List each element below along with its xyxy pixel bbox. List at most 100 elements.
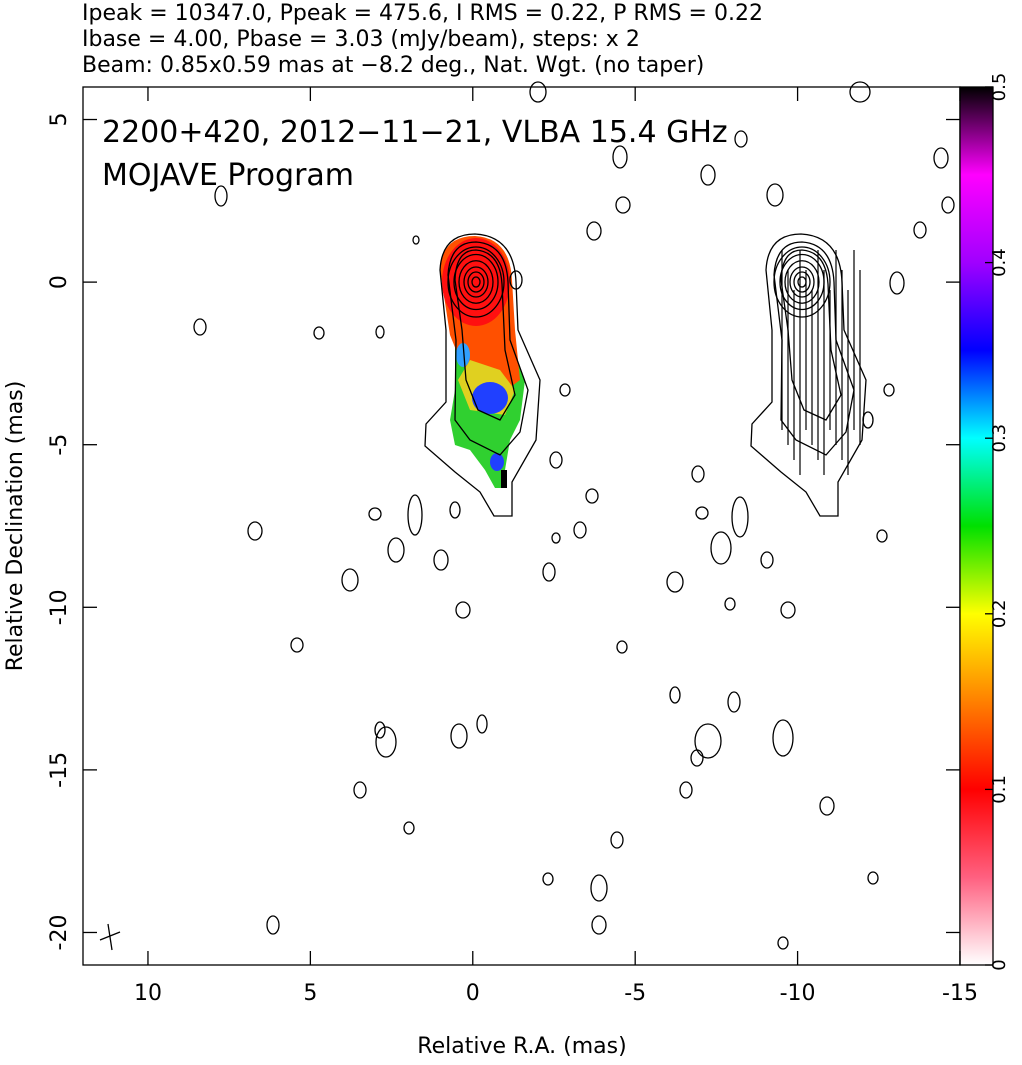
x-tick-label: 10 xyxy=(134,981,162,1006)
x-axis-label: Relative R.A. (mas) xyxy=(417,1034,626,1059)
contour xyxy=(403,821,415,835)
annotation: 2200+420, 2012−11−21, VLBA 15.4 GHz xyxy=(102,115,728,150)
contour xyxy=(691,465,705,483)
y-tick-label: 0 xyxy=(47,275,72,289)
colorbar-tick-label: 0 xyxy=(989,959,1010,970)
contour xyxy=(467,271,485,293)
contour xyxy=(724,597,736,611)
contour xyxy=(551,532,561,544)
contour xyxy=(424,233,541,517)
contour xyxy=(690,749,704,767)
contour xyxy=(876,529,888,543)
contour xyxy=(591,915,607,935)
contour xyxy=(819,796,835,816)
contours xyxy=(193,81,955,950)
contour xyxy=(447,246,505,318)
x-tick-label: 5 xyxy=(303,981,317,1006)
contour xyxy=(214,185,228,207)
contour xyxy=(679,781,693,799)
y-tick-label: -10 xyxy=(47,589,72,625)
contour xyxy=(375,726,397,758)
contour xyxy=(387,537,405,563)
contour xyxy=(549,451,563,469)
contour xyxy=(368,507,382,521)
contour xyxy=(933,147,949,169)
contour xyxy=(883,383,895,397)
contour xyxy=(941,196,955,214)
contour xyxy=(784,260,820,304)
contour xyxy=(889,271,905,295)
x-tick-label: -5 xyxy=(624,981,646,1006)
contour xyxy=(573,521,587,539)
header-line: Ipeak = 10347.0, Ppeak = 475.6, I RMS = … xyxy=(82,1,763,26)
annotation: MOJAVE Program xyxy=(102,158,354,193)
contour xyxy=(727,691,741,713)
contour xyxy=(734,130,748,148)
contour xyxy=(666,571,684,593)
contour xyxy=(586,221,602,241)
contour xyxy=(772,719,794,757)
contour xyxy=(450,723,468,749)
plot-frame xyxy=(82,86,961,966)
contour xyxy=(476,714,488,734)
contour xyxy=(247,521,263,541)
y-axis-label: Relative Declination (mas) xyxy=(3,381,28,672)
contour xyxy=(463,266,489,298)
colorbar-tick-label: 0.4 xyxy=(989,248,1010,277)
contour xyxy=(612,145,628,169)
contour xyxy=(862,411,874,429)
y-tick-label: 5 xyxy=(47,113,72,127)
contour xyxy=(615,196,631,214)
contour xyxy=(412,235,420,245)
contour xyxy=(731,496,749,538)
colorbar-tick-label: 0.3 xyxy=(989,424,1010,453)
contour xyxy=(694,723,722,759)
contour xyxy=(585,488,599,504)
contour xyxy=(313,326,325,340)
y-tick-label: -5 xyxy=(47,434,72,456)
colorbar-tick-label: 0.5 xyxy=(989,73,1010,102)
header-line: Ibase = 4.00, Pbase = 3.03 (mJy/beam), s… xyxy=(82,27,640,52)
x-tick-label: -15 xyxy=(942,981,978,1006)
contour xyxy=(700,164,716,186)
x-tick-label: -10 xyxy=(780,981,816,1006)
contour xyxy=(458,260,494,304)
colorbar xyxy=(959,86,994,966)
contour xyxy=(913,221,927,239)
contour xyxy=(266,915,280,935)
contour xyxy=(789,266,815,298)
contour xyxy=(710,531,732,565)
contour xyxy=(590,874,608,902)
contour xyxy=(509,270,523,290)
contour xyxy=(290,637,304,653)
y-tick-label: -20 xyxy=(47,915,72,951)
contour xyxy=(542,562,556,582)
contour xyxy=(793,271,811,293)
contour xyxy=(529,81,547,103)
contour xyxy=(610,831,624,849)
contour xyxy=(773,241,855,456)
x-tick-label: 0 xyxy=(466,981,480,1006)
contour xyxy=(455,601,471,619)
contour xyxy=(193,318,207,336)
contour xyxy=(780,249,842,421)
contour xyxy=(542,872,554,886)
contour xyxy=(695,506,709,520)
contour xyxy=(353,781,367,799)
contour xyxy=(777,936,789,950)
contour xyxy=(341,568,359,592)
contour xyxy=(374,721,386,739)
colorbar-tick-label: 0.2 xyxy=(989,599,1010,628)
contour xyxy=(797,276,807,288)
header-line: Beam: 0.85x0.59 mas at −8.2 deg., Nat. W… xyxy=(82,53,704,78)
y-tick-label: -15 xyxy=(47,752,72,788)
contour xyxy=(760,551,774,569)
contour xyxy=(559,383,571,397)
contour xyxy=(433,549,449,571)
beam xyxy=(99,923,121,951)
contour xyxy=(375,325,385,339)
contour xyxy=(669,686,681,704)
contour xyxy=(780,601,796,619)
contour xyxy=(773,246,831,318)
